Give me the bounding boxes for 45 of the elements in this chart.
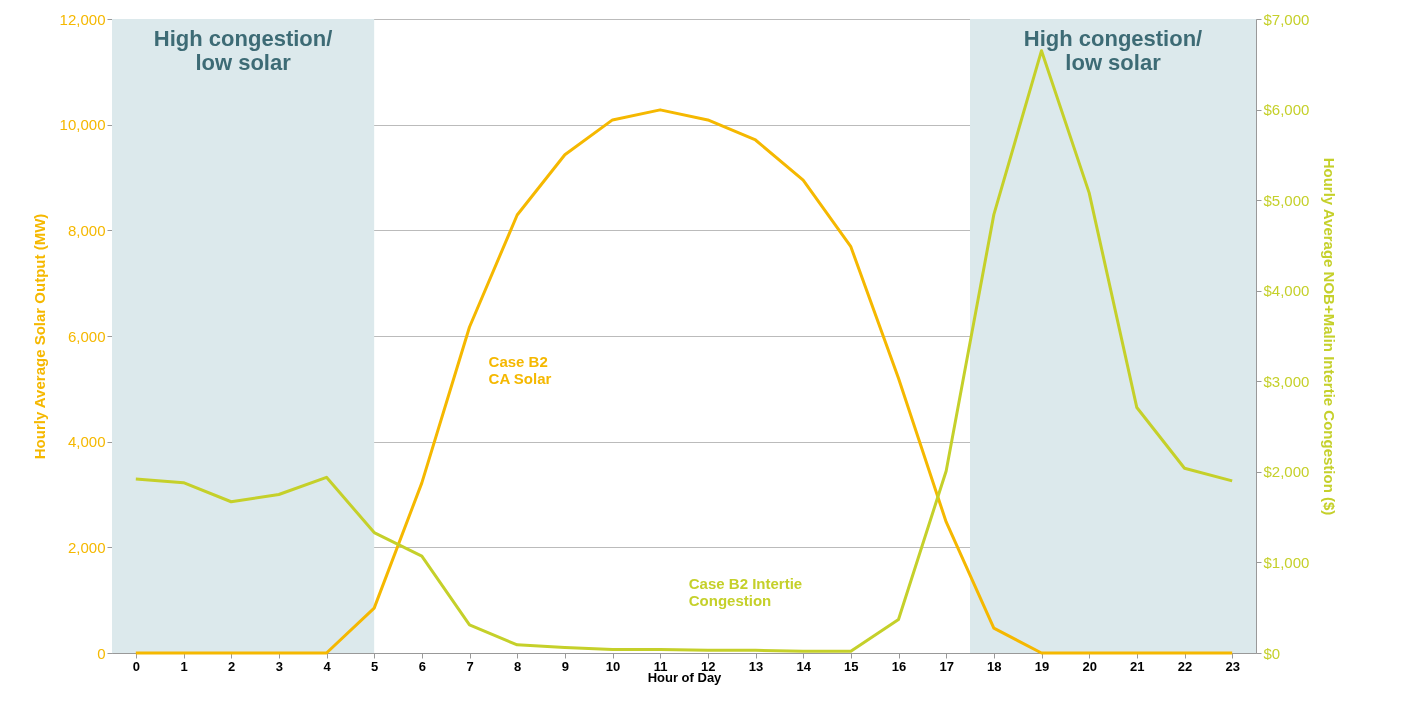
text: Case B2 Intertie Congestion <box>688 574 803 609</box>
y-axis-title: Hourly Average Solar Output (MW) <box>30 213 48 460</box>
series-label: Case B2 CA Solar <box>488 353 552 388</box>
x-tick-label: 7 <box>466 658 474 674</box>
y2-tick-label: $0 <box>1263 644 1281 662</box>
x-tick-label: 4 <box>323 658 332 674</box>
x-tick-label: 11 <box>653 658 668 674</box>
y-tick-label: 12,000 <box>59 10 106 28</box>
band-label: High congestion/ low solar <box>1023 26 1203 75</box>
y2-tick-label: $6,000 <box>1263 101 1310 119</box>
y-tick-label: 8,000 <box>67 221 106 239</box>
x-tick-label: 16 <box>891 658 907 674</box>
y-tick-label: 4,000 <box>67 433 106 451</box>
y2-tick-label: $2,000 <box>1263 463 1310 481</box>
x-tick-label: 6 <box>418 658 426 674</box>
y-tick-label: 10,000 <box>59 116 106 134</box>
y2-tick-label: $1,000 <box>1263 553 1310 571</box>
y-tick-label: 6,000 <box>67 327 106 345</box>
y2-tick-label: $3,000 <box>1263 372 1310 390</box>
band-label: High congestion/ low solar <box>153 26 333 75</box>
x-tick-label: 22 <box>1177 658 1193 674</box>
y2-tick-label: $7,000 <box>1263 10 1310 28</box>
x-tick-label: 0 <box>132 658 140 674</box>
y2-tick-label: $5,000 <box>1263 191 1310 209</box>
x-tick-label: 23 <box>1225 658 1240 674</box>
x-tick-label: 8 <box>514 658 522 674</box>
x-tick-label: 2 <box>228 658 236 674</box>
x-tick-label: 12 <box>701 658 716 674</box>
y-tick-label: 0 <box>97 644 106 662</box>
x-tick-label: 15 <box>844 658 859 674</box>
x-tick-label: 13 <box>748 658 764 674</box>
x-tick-label: 20 <box>1082 658 1097 674</box>
x-tick-label: 10 <box>605 658 621 674</box>
y2-tick-label: $4,000 <box>1263 282 1310 300</box>
y-tick-label: 2,000 <box>67 538 106 556</box>
y2-axis-title: Hourly Average NOB+Malin Intertie Congestion ($) <box>1321 157 1339 516</box>
x-tick-label: 3 <box>275 658 283 674</box>
x-tick-label: 1 <box>180 658 188 674</box>
x-tick-label: 19 <box>1034 658 1050 674</box>
x-tick-label: 9 <box>561 658 569 674</box>
x-tick-label: 14 <box>796 658 812 674</box>
x-tick-label: 21 <box>1130 658 1145 674</box>
x-tick-label: 17 <box>939 658 954 674</box>
x-tick-label: 18 <box>987 658 1002 674</box>
x-tick-label: 5 <box>371 658 379 674</box>
